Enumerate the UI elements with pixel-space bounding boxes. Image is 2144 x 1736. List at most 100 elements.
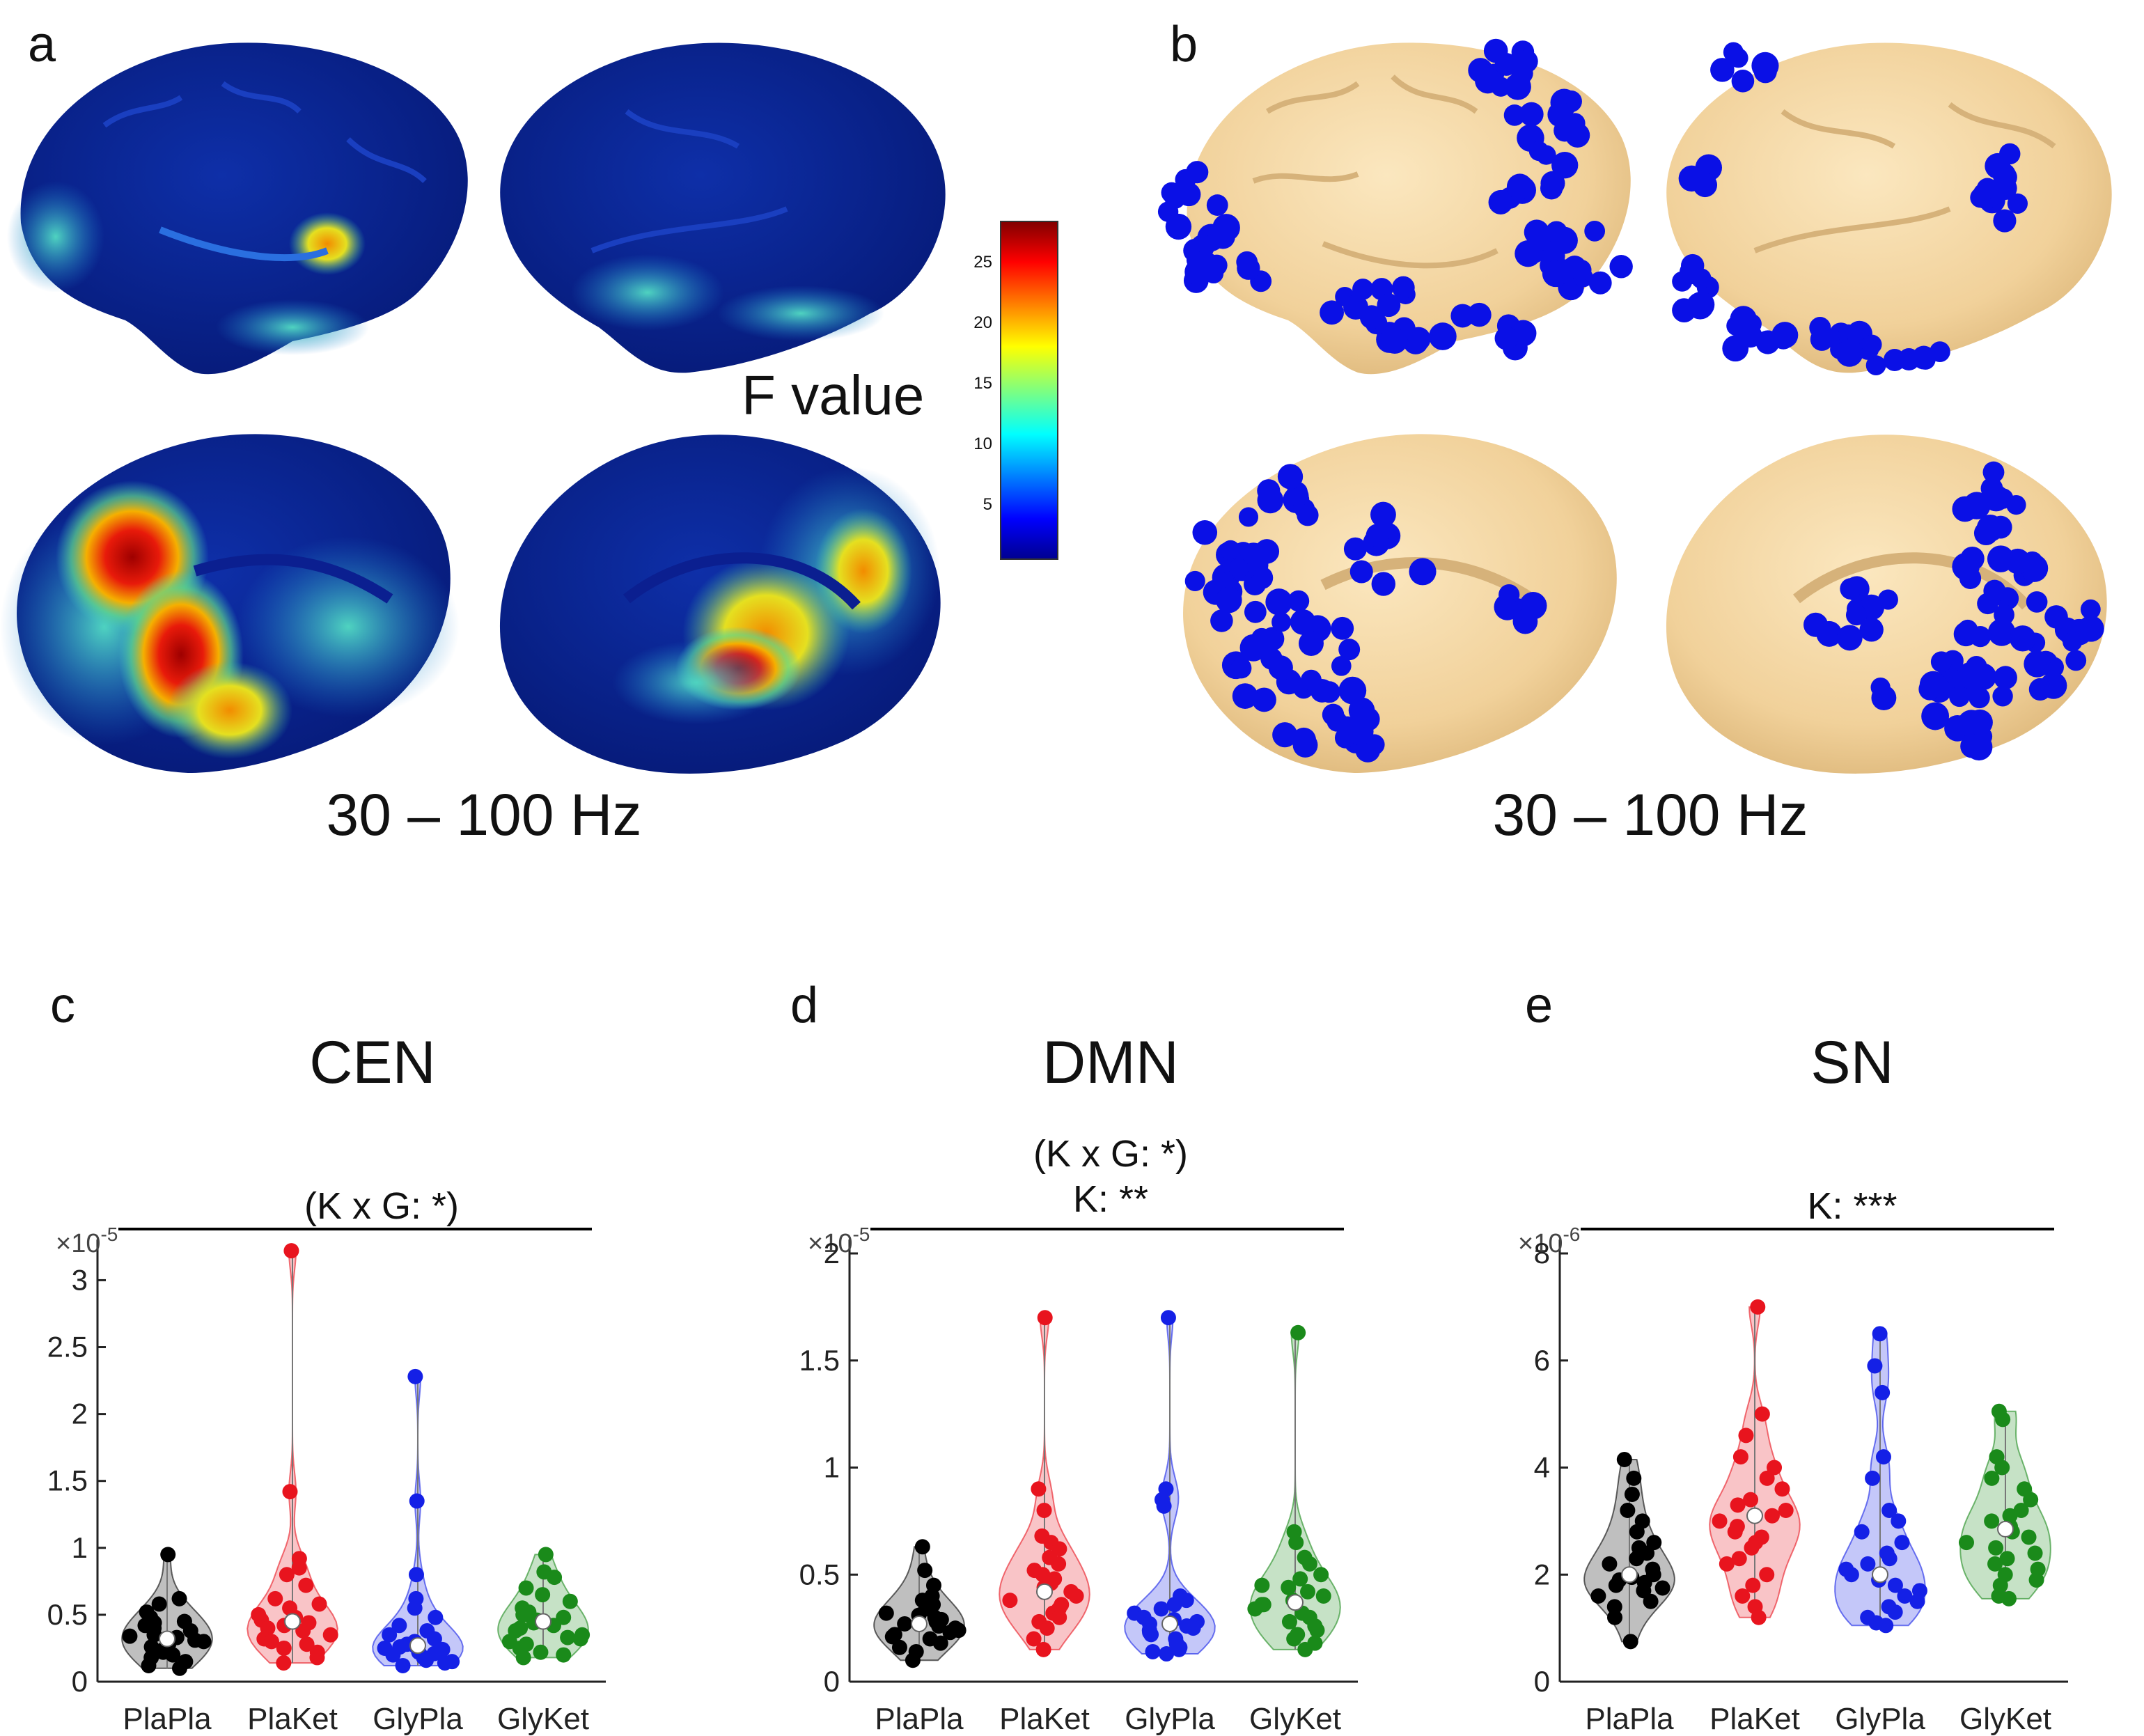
data-point [408,1567,424,1583]
stat-annotation-dmn: (K x G: *) K: ** [902,1132,1320,1222]
data-point [1875,1449,1891,1465]
colorbar-label: F value [742,364,925,426]
median-marker [1287,1594,1304,1611]
node-marker [1588,271,1612,295]
data-point [1958,1535,1974,1551]
chart-title-sn: SN [1810,1029,1894,1096]
y-tick-label: 1 [824,1451,840,1484]
y-tick-label: 0.5 [799,1558,840,1590]
stat-annotation-cen: (K x G: *) [173,1184,590,1229]
node-marker [1519,102,1544,127]
panel-label-b: b [1170,17,1198,72]
data-point [291,1560,307,1576]
data-point [1881,1503,1897,1518]
data-point [515,1606,531,1622]
panel-label-a: a [28,17,56,72]
colorbar-tick: 15 [973,374,992,393]
data-point [409,1493,425,1509]
data-point [276,1640,292,1656]
node-marker [1609,255,1633,279]
node-marker [1230,657,1252,679]
data-point [395,1657,411,1673]
node-marker [1488,189,1513,214]
data-point [1300,1583,1316,1600]
data-point [1887,1604,1903,1620]
panel-label-c: c [50,978,75,1033]
x-tick-label: PlaKet [247,1702,338,1736]
x-tick-label: GlyKet [1249,1702,1341,1736]
stat-line: (K x G: *) [1033,1133,1188,1175]
data-point [1286,1631,1302,1647]
data-point [897,1616,913,1632]
node-marker [1192,519,1218,545]
node-marker [1540,171,1565,196]
node-marker [1999,143,2021,165]
data-point [1622,1634,1638,1650]
node-marker [1584,220,1606,242]
data-point [1026,1631,1042,1647]
data-point [171,1590,187,1606]
node-marker [1165,213,1192,240]
data-point [298,1577,314,1593]
data-point [1875,1384,1891,1400]
x-tick-label: GlyPla [373,1702,463,1736]
y-tick-label: 0 [1534,1665,1550,1698]
x-tick-label: PlaPla [1585,1702,1674,1736]
node-marker [1184,258,1212,286]
node-marker [1271,612,1292,632]
node-marker [1215,586,1242,613]
node-marker [1551,152,1579,179]
data-point [572,1631,588,1647]
data-point [1750,1299,1766,1315]
data-point [418,1652,434,1668]
data-point [1616,1451,1632,1467]
data-point [1891,1513,1907,1529]
y-tick-label: 0.5 [47,1598,88,1631]
network-node-markers [1157,38,2104,763]
node-marker [1512,609,1538,634]
node-marker [1515,49,1538,73]
data-point [295,1622,311,1639]
data-point [1159,1646,1175,1662]
x-tick-label: GlyPla [1835,1702,1925,1736]
data-point [1759,1470,1775,1486]
data-point [1744,1540,1760,1556]
node-marker [1865,355,1886,375]
node-marker [1994,666,2017,690]
data-point [122,1628,138,1644]
data-point [914,1539,930,1555]
data-point [2001,1590,2017,1606]
node-marker [1288,590,1310,612]
node-marker [1290,609,1316,635]
x-tick-label: GlyKet [497,1702,589,1736]
node-marker [1300,669,1322,691]
freq-label-a: 30 – 100 Hz [326,782,642,847]
data-point [905,1652,921,1668]
node-marker [1980,477,2003,500]
data-point [1031,1481,1047,1497]
y-tick-label: 0 [824,1665,840,1698]
node-marker [1238,507,1258,527]
data-point [1626,1470,1642,1486]
data-point [1631,1540,1647,1556]
data-point [1602,1556,1618,1572]
node-marker [1751,52,1779,79]
median-marker [409,1637,426,1655]
median-marker [1872,1566,1888,1583]
node-marker [1297,504,1319,526]
chart-title-dmn: DMN [1042,1029,1179,1096]
brain-a-medial-left [0,434,460,773]
node-marker [1409,558,1437,586]
data-point [1606,1599,1622,1615]
node-marker [1565,123,1590,148]
data-point [562,1593,578,1609]
node-marker [1731,70,1755,93]
node-marker [1845,604,1868,626]
data-point [560,1629,576,1645]
data-point [172,1660,188,1676]
node-marker [2007,193,2028,214]
data-point [932,1635,948,1651]
node-marker [1359,305,1384,329]
data-point [1068,1588,1084,1604]
